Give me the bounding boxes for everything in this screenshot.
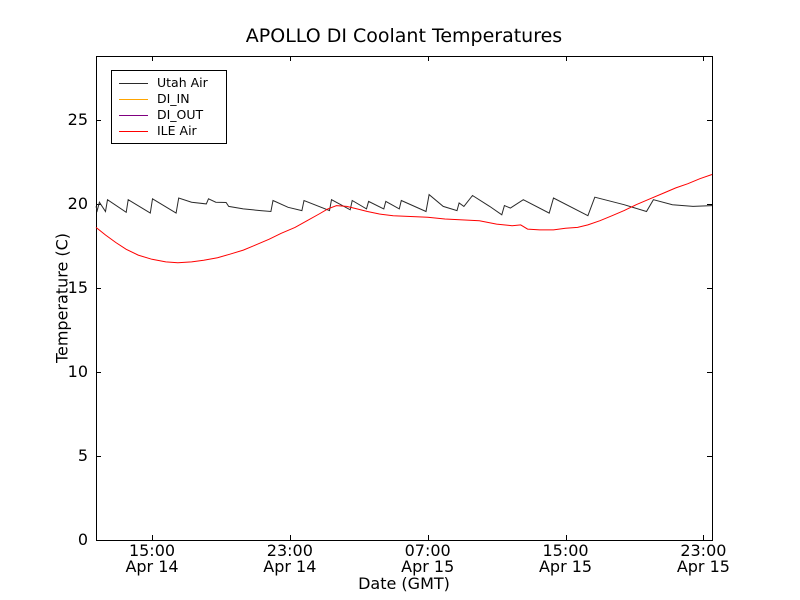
series-line-ile-air [95, 174, 713, 264]
legend-label: ILE Air [157, 123, 197, 138]
x-tick-time: 07:00 [404, 541, 451, 560]
x-tick-label-5: 23:00 Apr 15 [655, 543, 751, 575]
x-tick-date: Apr 14 [125, 557, 179, 576]
legend-label: DI_IN [157, 91, 190, 106]
y-tick-label-25: 25 [67, 109, 88, 129]
x-tick-date: Apr 15 [676, 557, 730, 576]
legend-box: Utah Air DI_IN DI_OUT ILE Air [111, 70, 227, 144]
legend-entry-di-in: DI_IN [119, 91, 226, 107]
legend-line-sample-utah-air [119, 82, 148, 84]
y-tick-label-10: 10 [67, 361, 88, 381]
x-tick-date: Apr 15 [538, 557, 593, 576]
x-tick-time: 23:00 [680, 541, 727, 560]
legend-entry-ile-air: ILE Air [119, 123, 226, 139]
x-tick-time: 15:00 [128, 541, 176, 560]
x-tick-label-1: 15:00 Apr 14 [104, 543, 200, 575]
legend-entry-di-out: DI_OUT [119, 107, 226, 123]
legend-label: DI_OUT [157, 107, 204, 122]
y-tick-label-20: 20 [67, 193, 88, 213]
x-tick-label-2: 23:00 Apr 14 [242, 543, 338, 575]
chart-title: APOLLO DI Coolant Temperatures [245, 25, 563, 47]
y-tick-label-5: 5 [77, 445, 88, 465]
y-tick-label-0: 0 [77, 530, 88, 549]
axes-frame [96, 56, 713, 541]
legend-line-sample-di-in [119, 98, 148, 100]
legend-line-sample-ile-air [119, 130, 148, 132]
x-tick-time: 23:00 [266, 541, 313, 560]
x-tick-label-4: 15:00 Apr 15 [518, 543, 614, 575]
legend-line-sample-di-out [119, 114, 148, 116]
legend-entry-utah-air: Utah Air [119, 75, 226, 91]
x-axis-label: Date (GMT) [358, 574, 450, 593]
x-tick-date: Apr 15 [401, 557, 455, 576]
series-line-utah-air [95, 193, 713, 217]
y-axis-label: Temperature (C) [52, 232, 72, 364]
legend-label: Utah Air [157, 75, 208, 90]
x-tick-date: Apr 14 [263, 557, 317, 576]
x-tick-time: 15:00 [542, 541, 589, 560]
x-tick-label-3: 07:00 Apr 15 [380, 543, 476, 575]
y-tick-label-15: 15 [67, 277, 88, 297]
